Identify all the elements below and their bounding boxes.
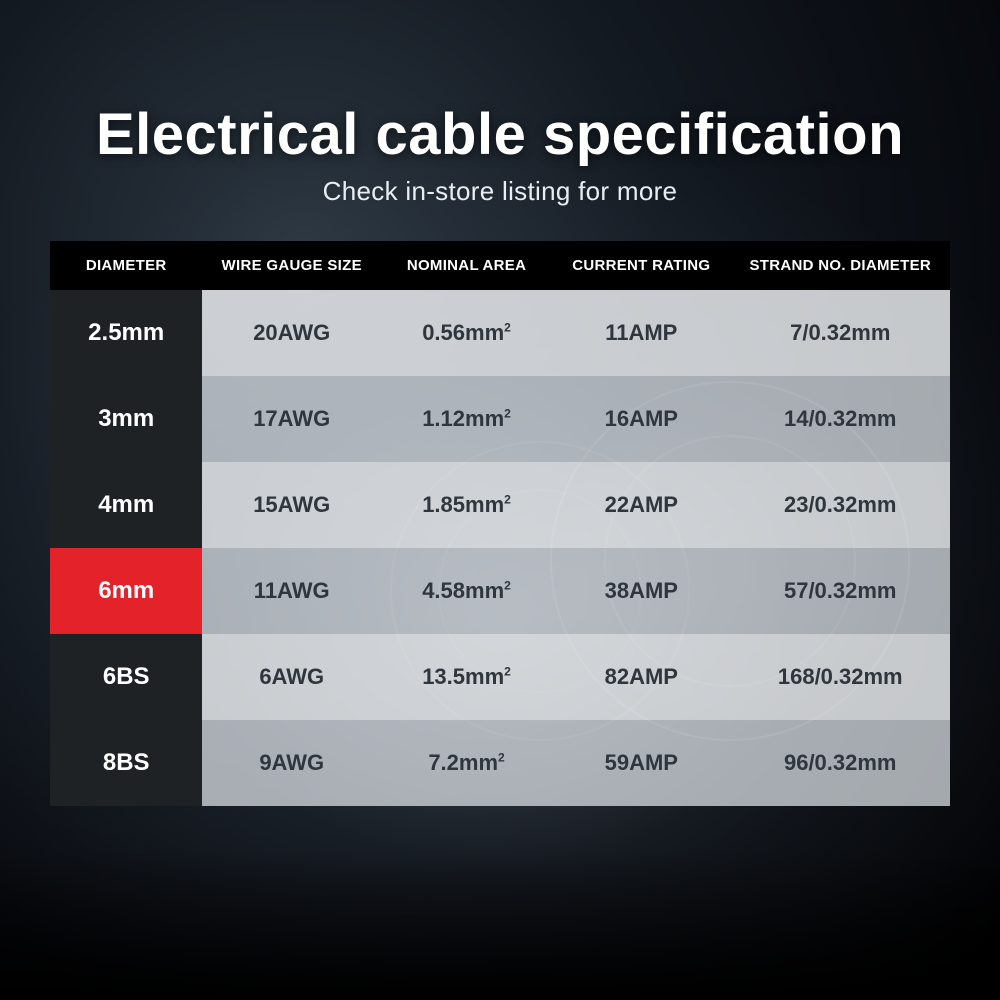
cell-nominal-area: 1.85mm2 <box>381 462 552 548</box>
cell-strand: 23/0.32mm <box>730 462 950 548</box>
cell-gauge: 6AWG <box>202 634 381 720</box>
cell-strand: 57/0.32mm <box>730 548 950 634</box>
col-header-area: NOMINAL AREA <box>381 241 552 290</box>
cell-current-rating: 38AMP <box>552 548 730 634</box>
page-title: Electrical cable specification <box>96 105 904 166</box>
page-subtitle: Check in-store listing for more <box>96 176 904 207</box>
cell-gauge: 17AWG <box>202 376 381 462</box>
col-header-current: CURRENT RATING <box>552 241 730 290</box>
cell-nominal-area: 1.12mm2 <box>381 376 552 462</box>
table-row: 4mm15AWG1.85mm222AMP23/0.32mm <box>50 462 950 548</box>
cell-strand: 14/0.32mm <box>730 376 950 462</box>
cell-current-rating: 59AMP <box>552 720 730 806</box>
cell-gauge: 11AWG <box>202 548 381 634</box>
cell-gauge: 20AWG <box>202 290 381 376</box>
infographic-stage: Electrical cable specification Check in-… <box>0 0 1000 1000</box>
cell-diameter: 8BS <box>50 720 202 806</box>
cell-gauge: 9AWG <box>202 720 381 806</box>
cell-strand: 168/0.32mm <box>730 634 950 720</box>
table-row: 3mm17AWG1.12mm216AMP14/0.32mm <box>50 376 950 462</box>
cell-nominal-area: 7.2mm2 <box>381 720 552 806</box>
cell-nominal-area: 4.58mm2 <box>381 548 552 634</box>
spec-table-wrap: DIAMETER WIRE GAUGE SIZE NOMINAL AREA CU… <box>50 241 950 806</box>
cell-current-rating: 16AMP <box>552 376 730 462</box>
cell-diameter: 2.5mm <box>50 290 202 376</box>
cell-current-rating: 11AMP <box>552 290 730 376</box>
spec-table: DIAMETER WIRE GAUGE SIZE NOMINAL AREA CU… <box>50 241 950 806</box>
cell-gauge: 15AWG <box>202 462 381 548</box>
table-header-row: DIAMETER WIRE GAUGE SIZE NOMINAL AREA CU… <box>50 241 950 290</box>
bottom-vignette <box>0 850 1000 1000</box>
table-row: 6BS6AWG13.5mm282AMP168/0.32mm <box>50 634 950 720</box>
cell-nominal-area: 0.56mm2 <box>381 290 552 376</box>
table-row: 6mm11AWG4.58mm238AMP57/0.32mm <box>50 548 950 634</box>
cell-current-rating: 22AMP <box>552 462 730 548</box>
spec-table-body: 2.5mm20AWG0.56mm211AMP7/0.32mm3mm17AWG1.… <box>50 290 950 806</box>
col-header-strand: STRAND NO. DIAMETER <box>730 241 950 290</box>
cell-diameter: 6BS <box>50 634 202 720</box>
cell-current-rating: 82AMP <box>552 634 730 720</box>
col-header-gauge: WIRE GAUGE SIZE <box>202 241 381 290</box>
cell-strand: 96/0.32mm <box>730 720 950 806</box>
cell-diameter: 4mm <box>50 462 202 548</box>
cell-diameter: 3mm <box>50 376 202 462</box>
col-header-diameter: DIAMETER <box>50 241 202 290</box>
table-row: 8BS9AWG7.2mm259AMP96/0.32mm <box>50 720 950 806</box>
heading-block: Electrical cable specification Check in-… <box>96 105 904 207</box>
cell-nominal-area: 13.5mm2 <box>381 634 552 720</box>
cell-strand: 7/0.32mm <box>730 290 950 376</box>
cell-diameter: 6mm <box>50 548 202 634</box>
table-row: 2.5mm20AWG0.56mm211AMP7/0.32mm <box>50 290 950 376</box>
